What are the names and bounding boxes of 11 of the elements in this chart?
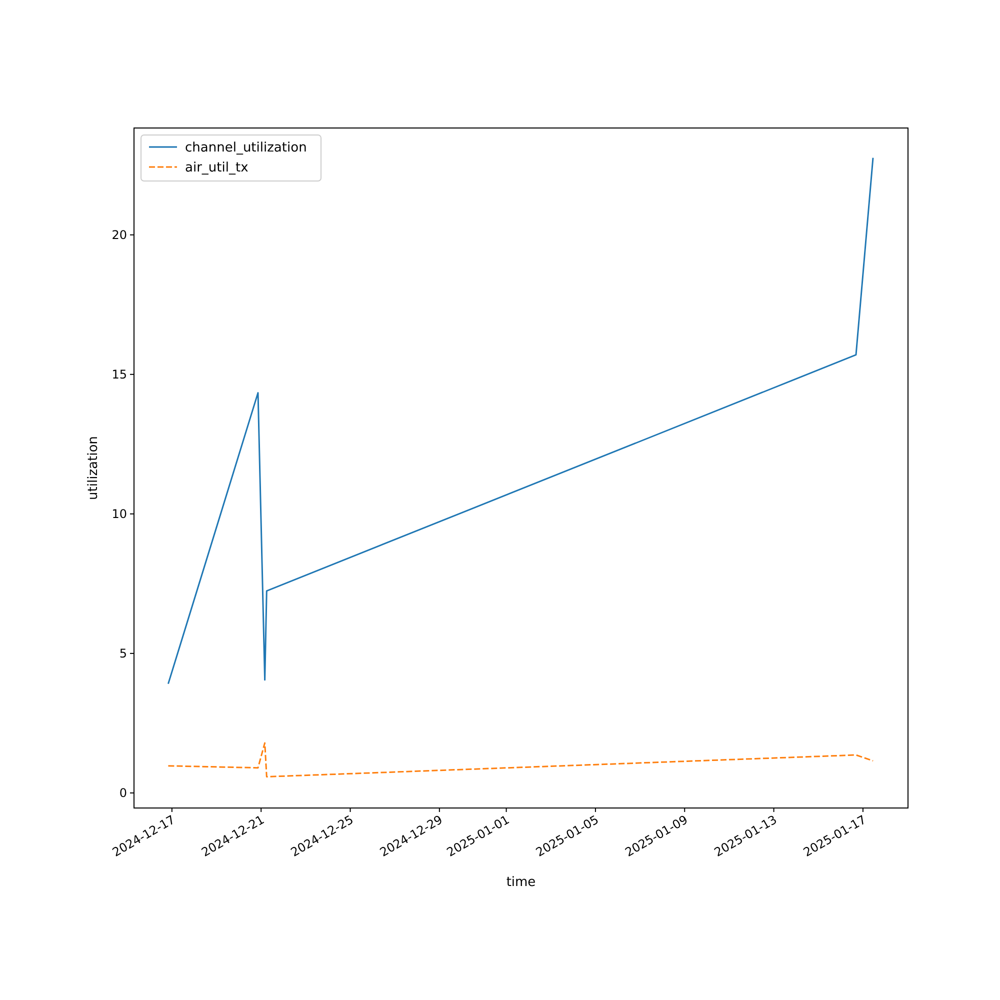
y-tick-label: 5 — [119, 646, 127, 661]
y-axis-title: utilization — [86, 436, 101, 500]
legend-label: air_util_tx — [185, 160, 249, 176]
x-axis-title: time — [506, 875, 536, 890]
y-tick-label: 15 — [112, 368, 127, 382]
y-tick-label: 10 — [112, 507, 127, 522]
y-tick-label: 0 — [119, 786, 127, 800]
legend-label: channel_utilization — [185, 140, 307, 156]
line-series — [167, 742, 874, 778]
line-series — [167, 157, 874, 685]
y-tick-label: 20 — [112, 228, 127, 242]
